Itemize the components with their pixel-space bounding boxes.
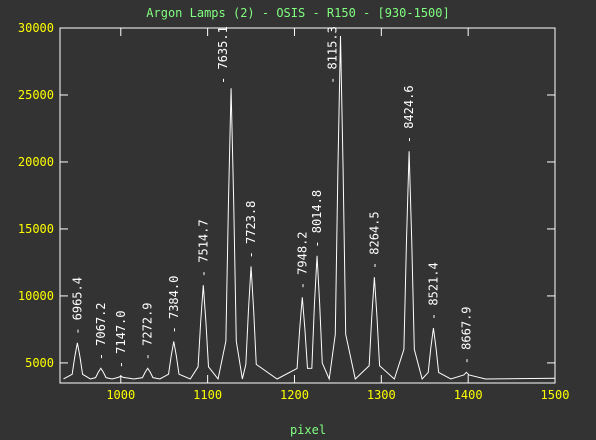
y-tick-label: 20000 bbox=[18, 155, 54, 169]
y-tick-label: 5000 bbox=[25, 356, 54, 370]
x-tick-label: 1500 bbox=[541, 388, 570, 402]
y-tick-label: 15000 bbox=[18, 222, 54, 236]
plot-frame bbox=[59, 27, 556, 384]
peak-annotation: - 7514.7 bbox=[196, 219, 210, 277]
y-tick-label: 25000 bbox=[18, 88, 54, 102]
peak-annotation: - 6965.4 bbox=[70, 277, 84, 335]
peak-annotation: - 7067.2 bbox=[94, 302, 108, 360]
peak-annotation: - 7723.8 bbox=[244, 201, 258, 259]
peak-annotation: - 7384.0 bbox=[167, 276, 181, 334]
peak-annotation: - 7272.9 bbox=[141, 302, 155, 360]
peak-annotation: - 8521.4 bbox=[426, 262, 440, 320]
x-tick-label: 1100 bbox=[193, 388, 222, 402]
chart-title: Argon Lamps (2) - OSIS - R150 - [930-150… bbox=[146, 6, 449, 20]
peak-annotation: - 8264.5 bbox=[367, 211, 381, 269]
x-tick-label: 1000 bbox=[106, 388, 135, 402]
peak-annotation: - 7948.2 bbox=[295, 231, 309, 289]
peak-annotation: - 8115.3 bbox=[326, 26, 340, 84]
peak-annotation: - 8424.6 bbox=[402, 85, 416, 143]
peak-annotation: - 7147.0 bbox=[114, 311, 128, 369]
y-tick-label: 30000 bbox=[18, 21, 54, 35]
peak-annotation: - 7635.1 bbox=[216, 26, 230, 84]
x-tick-label: 1400 bbox=[454, 388, 483, 402]
x-tick-label: 1200 bbox=[280, 388, 309, 402]
x-tick-label: 1300 bbox=[367, 388, 396, 402]
peak-annotation: - 8667.9 bbox=[459, 306, 473, 364]
y-tick-label: 10000 bbox=[18, 289, 54, 303]
x-axis-label: pixel bbox=[290, 423, 326, 437]
spectrum-line bbox=[63, 36, 556, 381]
peak-annotation: - 8014.8 bbox=[310, 190, 324, 248]
